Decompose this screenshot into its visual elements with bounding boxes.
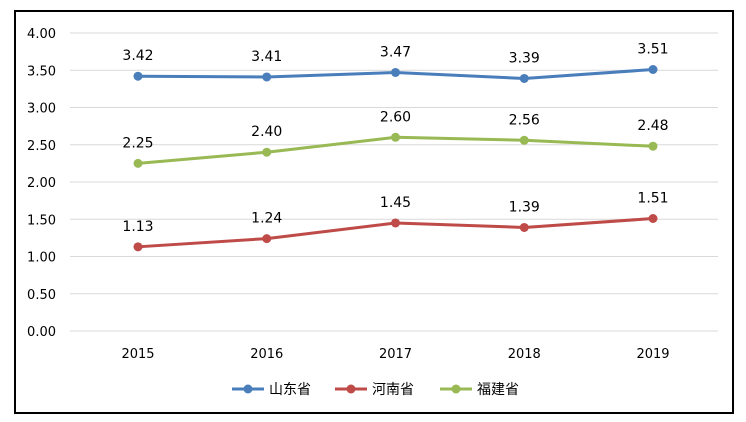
legend-item: 山东省 (232, 382, 311, 398)
data-point (133, 71, 143, 81)
y-tick-label: 2.00 (27, 176, 56, 191)
data-point (262, 234, 272, 244)
series-2: 1.13 1.24 1.45 1.39 1.51 (122, 191, 669, 252)
data-label: 3.51 (637, 42, 668, 58)
legend-label: 山东省 (269, 382, 311, 398)
data-point (391, 132, 400, 142)
data-point (519, 73, 529, 83)
data-point (262, 72, 272, 82)
y-tick-label: 2.50 (27, 139, 56, 154)
data-point (648, 141, 658, 151)
data-label: 3.42 (122, 48, 153, 64)
series-group: 3.42 3.41 3.47 3.39 3.51 1.13 1.24 1.45 1.39 1.51… (122, 42, 669, 252)
data-label: 1.13 (122, 219, 153, 235)
data-point (519, 135, 529, 145)
legend: 山东省 河南省 福建省 (232, 382, 519, 398)
y-tick-label: 3.50 (27, 64, 56, 79)
data-label: 1.39 (509, 199, 540, 215)
data-label: 3.41 (251, 49, 282, 65)
legend-label: 福建省 (477, 382, 519, 398)
data-label: 2.60 (380, 109, 411, 125)
data-label: 3.47 (380, 44, 411, 60)
data-label: 1.51 (637, 191, 668, 207)
data-label: 2.25 (122, 135, 153, 151)
data-label: 2.40 (251, 124, 282, 140)
y-tick-label: 1.00 (27, 251, 56, 266)
data-label: 1.24 (251, 211, 282, 227)
y-tick-label: 3.00 (27, 102, 56, 117)
legend-swatch-marker (243, 384, 253, 394)
y-tick-label: 4.00 (27, 27, 56, 42)
x-axis: 2015 2016 2017 2018 2019 (121, 347, 669, 362)
series-1: 3.42 3.41 3.47 3.39 3.51 (122, 42, 669, 83)
x-tick-label: 2019 (636, 347, 669, 362)
x-tick-label: 2016 (250, 347, 283, 362)
x-tick-label: 2018 (508, 347, 541, 362)
legend-item: 福建省 (440, 382, 519, 398)
legend-swatch-marker (346, 384, 356, 394)
data-label: 1.45 (380, 195, 411, 211)
data-label: 2.56 (509, 112, 540, 128)
y-tick-label: 0.50 (27, 288, 56, 303)
data-point (391, 67, 400, 77)
data-label: 2.48 (637, 118, 668, 134)
data-point (133, 242, 143, 252)
data-point (519, 222, 529, 232)
legend-item: 河南省 (335, 382, 414, 398)
data-point (391, 218, 400, 228)
data-point (262, 147, 272, 157)
legend-label: 河南省 (372, 382, 414, 398)
x-tick-label: 2017 (379, 347, 412, 362)
x-tick-label: 2015 (121, 347, 154, 362)
y-axis: 0.00 0.50 1.00 1.50 2.00 2.50 3.00 3.50 4.00 (27, 27, 56, 340)
y-tick-label: 0.00 (27, 325, 56, 340)
data-label: 3.39 (509, 50, 540, 66)
data-point (648, 214, 658, 224)
data-point (133, 158, 143, 168)
series-3: 2.25 2.40 2.60 2.56 2.48 (122, 109, 669, 168)
data-point (648, 65, 658, 75)
legend-swatch-marker (451, 384, 461, 394)
y-tick-label: 1.50 (27, 213, 56, 228)
